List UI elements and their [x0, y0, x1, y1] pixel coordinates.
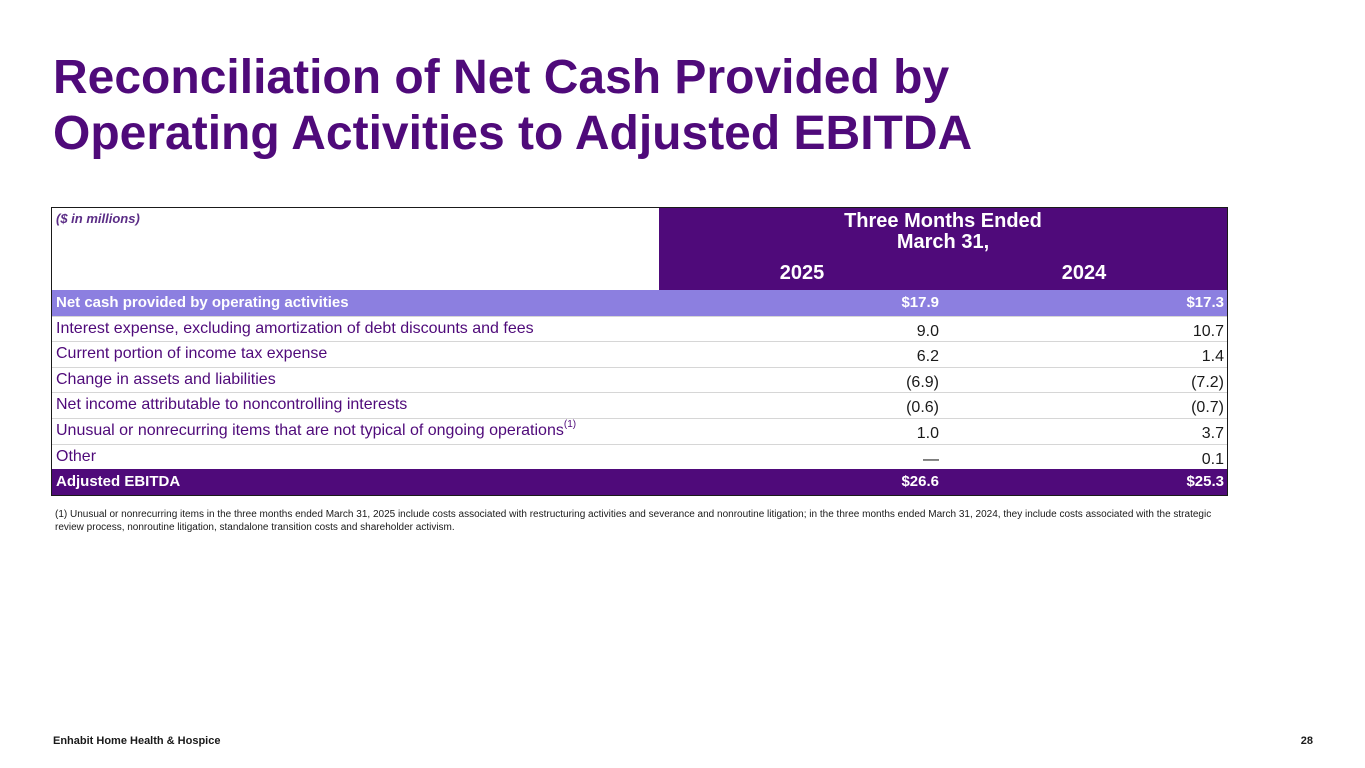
table-row-income-tax: Current portion of income tax expense 6.…	[52, 341, 1227, 367]
period-title: Three Months Ended March 31,	[659, 211, 1227, 253]
table-row-unusual-items: Unusual or nonrecurring items that are n…	[52, 417, 1227, 444]
page-title: Reconciliation of Net Cash Provided by O…	[53, 50, 1253, 162]
row-label: Change in assets and liabilities	[56, 370, 276, 388]
row-value-2025: 1.0	[916, 424, 939, 442]
row-value-2024: 3.7	[1201, 424, 1224, 442]
footnote: (1) Unusual or nonrecurring items in the…	[55, 509, 1212, 533]
footer-company-name: Enhabit Home Health & Hospice	[53, 735, 221, 747]
row-value-2024: $25.3	[1186, 473, 1224, 491]
row-label: Current portion of income tax expense	[56, 345, 328, 363]
row-label: Net cash provided by operating activitie…	[56, 294, 349, 311]
row-label: Other	[56, 447, 97, 465]
row-value-2024: (7.2)	[1191, 373, 1224, 391]
row-value-2025: (6.9)	[906, 373, 939, 391]
table-row-interest-expense: Interest expense, excluding amortization…	[52, 315, 1227, 342]
units-label: ($ in millions)	[56, 211, 140, 226]
table-row-net-cash: Net cash provided by operating activitie…	[52, 290, 1227, 316]
period-title-line-1: Three Months Ended	[844, 210, 1042, 232]
row-value-2024: 10.7	[1192, 322, 1224, 340]
row-label: Unusual or nonrecurring items that are n…	[56, 418, 577, 440]
row-value-2024: 1.4	[1201, 348, 1224, 366]
reconciliation-table: ($ in millions) Three Months Ended March…	[51, 207, 1228, 496]
table-row-adjusted-ebitda: Adjusted EBITDA $26.6 $25.3	[52, 469, 1227, 495]
row-label-text: Unusual or nonrecurring items that are n…	[56, 421, 564, 439]
page-title-line-2: Operating Activities to Adjusted EBITDA	[53, 107, 973, 160]
table-row-noncontrolling: Net income attributable to noncontrollin…	[52, 392, 1227, 418]
row-value-2025: —	[923, 450, 939, 468]
row-value-2025: $17.9	[901, 294, 939, 311]
row-value-2024: 0.1	[1201, 450, 1224, 468]
table-row-other: Other — 0.1	[52, 443, 1227, 470]
year-2024-header: 2024	[1061, 262, 1107, 284]
table-header: ($ in millions) Three Months Ended March…	[52, 208, 1227, 290]
page-number: 28	[1300, 735, 1313, 747]
row-value-2025: (0.6)	[906, 399, 939, 417]
row-value-2024: (0.7)	[1191, 399, 1224, 417]
row-value-2024: $17.3	[1186, 294, 1224, 311]
footnote-ref: (1)	[563, 418, 577, 430]
page-title-line-1: Reconciliation of Net Cash Provided by	[53, 51, 950, 104]
period-header: Three Months Ended March 31, 2025 2024	[659, 208, 1227, 290]
row-value-2025: 6.2	[916, 348, 939, 366]
row-value-2025: 9.0	[916, 322, 939, 340]
year-2025-header: 2025	[779, 262, 825, 284]
row-label: Net income attributable to noncontrollin…	[56, 396, 408, 414]
row-label: Adjusted EBITDA	[56, 473, 181, 491]
row-label: Interest expense, excluding amortization…	[56, 319, 534, 337]
table-row-assets-liabilities: Change in assets and liabilities (6.9) (…	[52, 366, 1227, 393]
row-value-2025: $26.6	[901, 473, 939, 491]
period-title-line-2: March 31,	[896, 231, 990, 253]
